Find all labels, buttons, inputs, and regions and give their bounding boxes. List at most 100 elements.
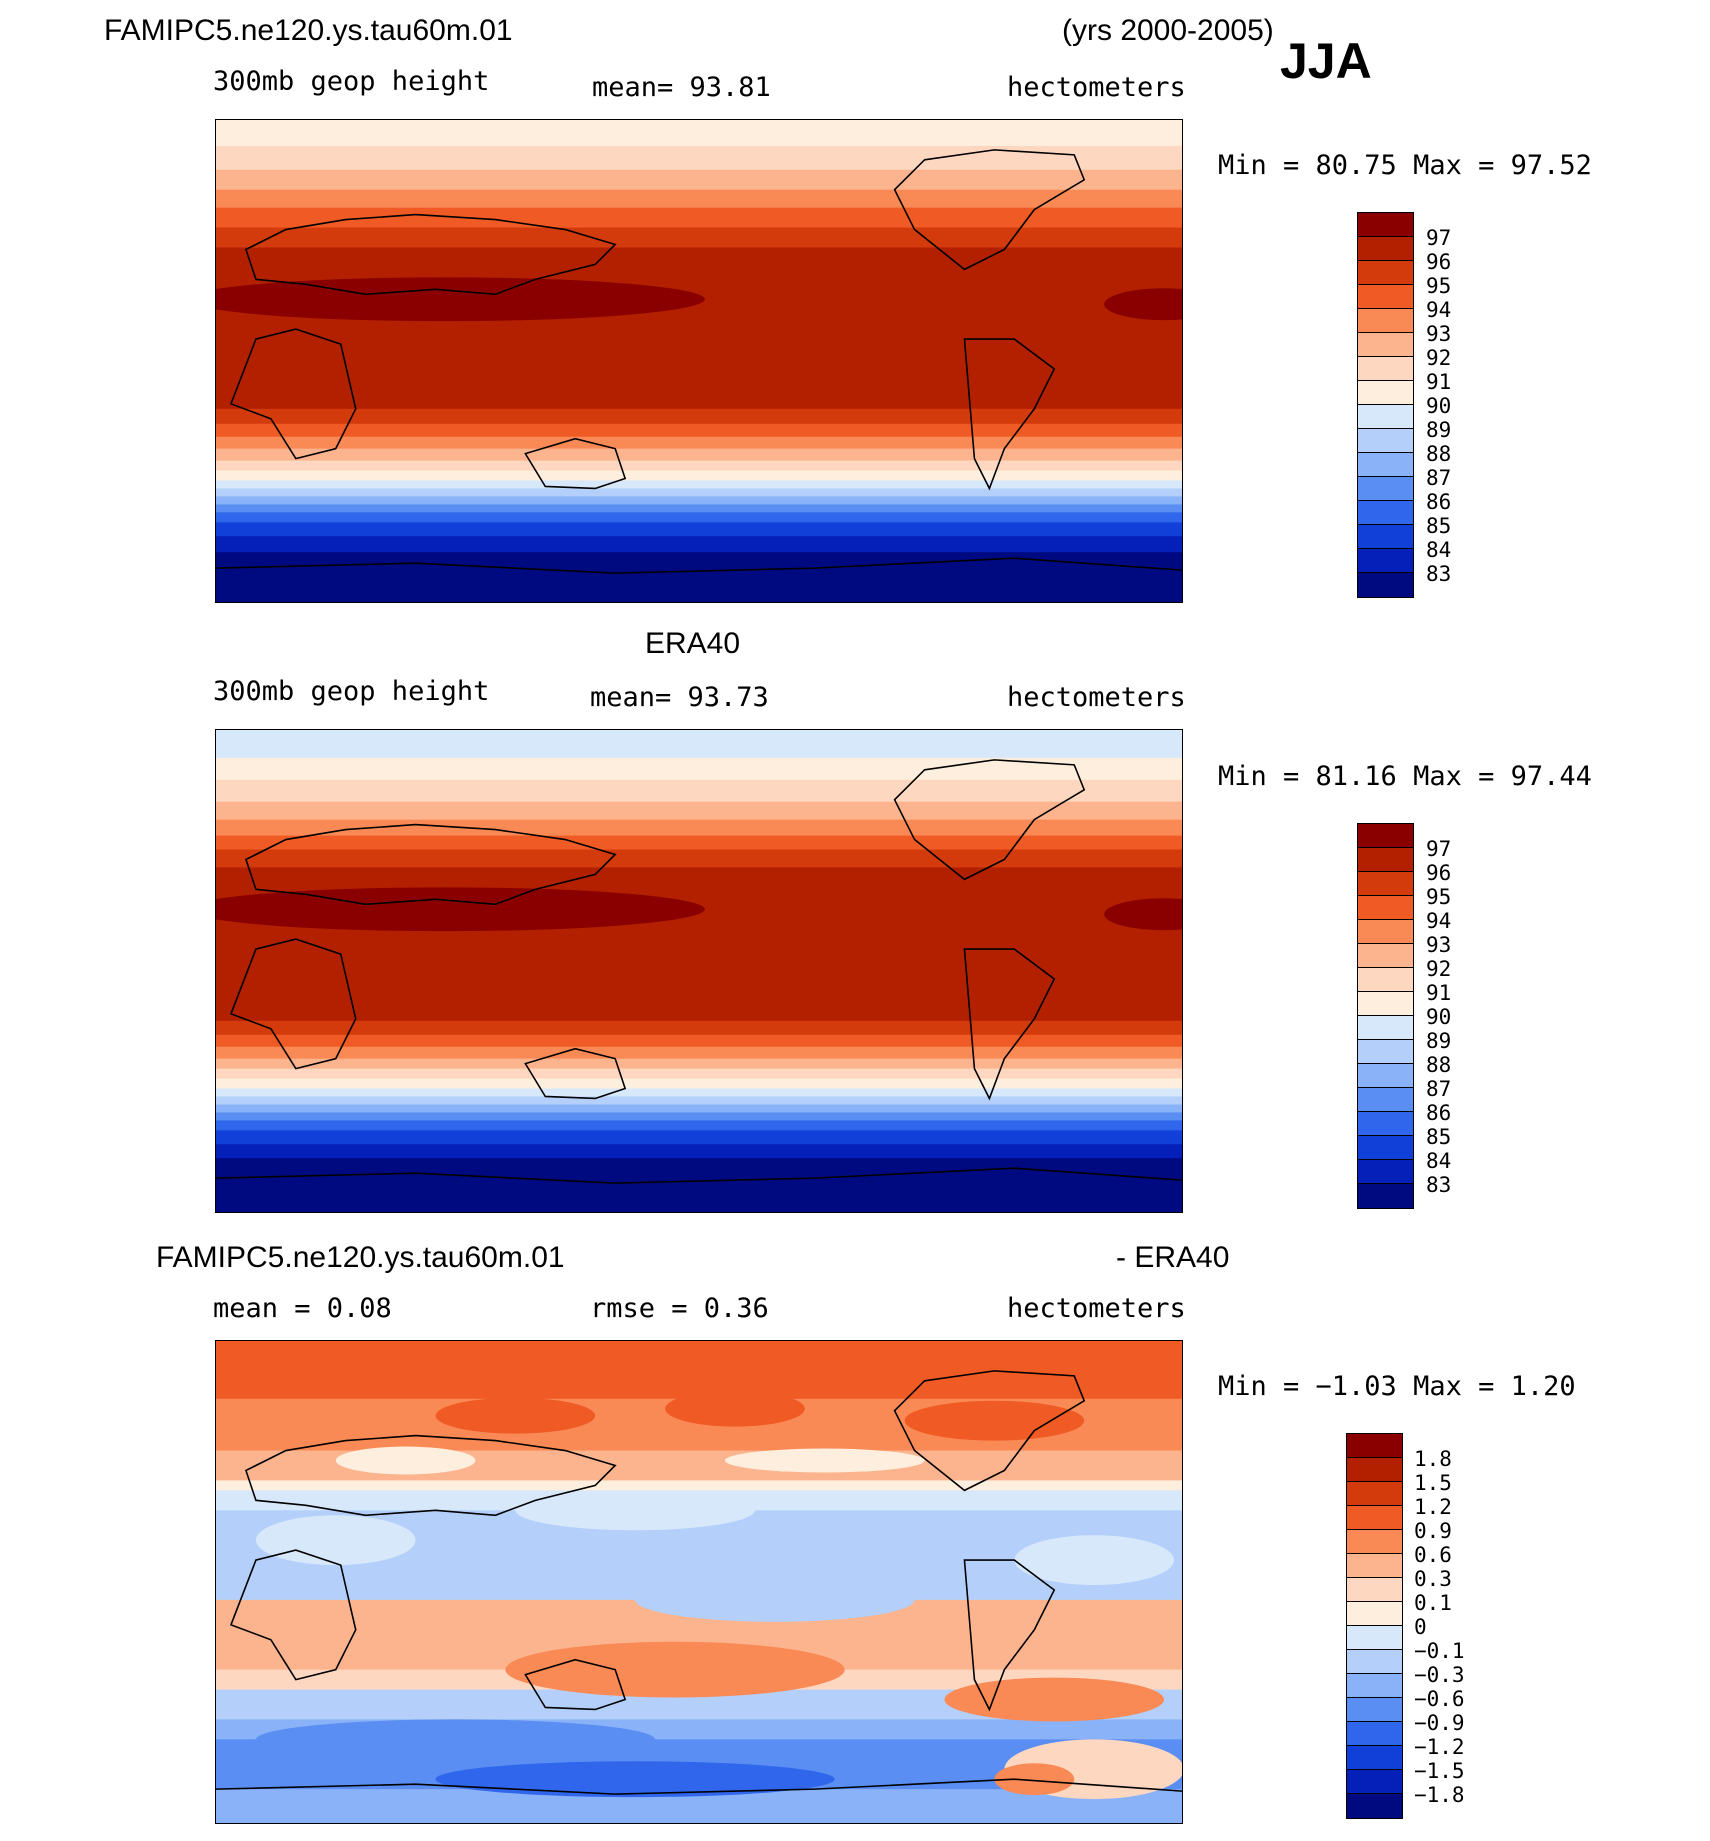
contour-band — [216, 496, 1182, 505]
colorbar-label: 93 — [1426, 933, 1452, 957]
contour-band — [216, 552, 1182, 602]
panel3-map-svg — [216, 1341, 1182, 1823]
contour-band — [216, 145, 1182, 171]
contour-band — [216, 480, 1182, 489]
coastline — [524, 1047, 627, 1100]
contour-band — [216, 835, 1182, 851]
colorbar-swatch — [1358, 920, 1413, 944]
max-contour — [1104, 898, 1182, 931]
panel3-minmax: Min = −1.03 Max = 1.20 — [1218, 1371, 1576, 1402]
colorbar-label: 96 — [1426, 250, 1452, 274]
contour-blob — [255, 1719, 656, 1760]
colorbar-label: 91 — [1426, 981, 1452, 1005]
colorbar-swatch — [1347, 1602, 1402, 1626]
colorbar-swatch — [1358, 992, 1413, 1016]
colorbar-label: −0.6 — [1414, 1687, 1465, 1711]
colorbar-swatch — [1358, 453, 1413, 477]
colorbar-swatch — [1358, 573, 1413, 597]
colorbar-label: 1.2 — [1414, 1495, 1452, 1519]
colorbar-swatch — [1358, 968, 1413, 992]
colorbar-label: 87 — [1426, 1077, 1452, 1101]
colorbar-label: 84 — [1426, 1149, 1452, 1173]
panel2-colorbar — [1357, 823, 1414, 1209]
max-contour — [216, 887, 705, 932]
colorbar-label: 92 — [1426, 957, 1452, 981]
contour-band — [216, 1068, 1182, 1080]
coastline — [229, 1549, 357, 1681]
max-contour — [216, 277, 705, 322]
colorbar-label: 94 — [1426, 909, 1452, 933]
contour-band — [216, 1034, 1182, 1048]
colorbar-swatch — [1358, 1064, 1413, 1088]
panel3-colorbar — [1346, 1433, 1403, 1819]
colorbar-label: 0.6 — [1414, 1543, 1452, 1567]
colorbar-label: 97 — [1426, 226, 1452, 250]
panel2-map-svg — [216, 730, 1182, 1212]
panel1-mean: mean= 93.81 — [592, 72, 771, 103]
colorbar-swatch — [1347, 1698, 1402, 1722]
colorbar-swatch — [1347, 1650, 1402, 1674]
colorbar-swatch — [1358, 405, 1413, 429]
colorbar-swatch — [1347, 1722, 1402, 1746]
coastline — [244, 823, 617, 906]
contour-blob — [505, 1641, 845, 1698]
panel1-units: hectometers — [1007, 72, 1186, 103]
colorbar-swatch — [1358, 896, 1413, 920]
contour-band — [216, 1088, 1182, 1097]
colorbar-label: 97 — [1426, 837, 1452, 861]
colorbar-swatch — [1358, 477, 1413, 501]
case-title: FAMIPC5.ne120.ys.tau60m.01 — [104, 14, 513, 47]
colorbar-swatch — [1347, 1770, 1402, 1794]
colorbar-swatch — [1347, 1530, 1402, 1554]
coastline — [216, 557, 1182, 574]
colorbar-swatch — [1347, 1458, 1402, 1482]
colorbar-label: 84 — [1426, 538, 1452, 562]
contour-band — [216, 423, 1182, 438]
colorbar-swatch — [1358, 261, 1413, 285]
coastline — [229, 938, 357, 1070]
colorbar-swatch — [1347, 1482, 1402, 1506]
colorbar-swatch — [1358, 872, 1413, 896]
coastline — [229, 328, 357, 460]
panel2-units: hectometers — [1007, 682, 1186, 713]
colorbar-label: −0.3 — [1414, 1663, 1465, 1687]
contour-blob — [1014, 1535, 1175, 1585]
colorbar-label: 83 — [1426, 1173, 1452, 1197]
max-contour — [1104, 288, 1182, 321]
colorbar-label: 86 — [1426, 1101, 1452, 1125]
coastline — [244, 213, 617, 296]
contour-band — [216, 247, 1182, 410]
panel1-map-svg — [216, 120, 1182, 602]
colorbar-label: 88 — [1426, 1053, 1452, 1077]
contour-band — [216, 227, 1182, 248]
contour-band — [216, 779, 1182, 803]
colorbar-swatch — [1347, 1794, 1402, 1818]
coastline — [216, 1167, 1182, 1184]
coastline — [893, 1370, 1086, 1492]
contour-band — [216, 488, 1182, 497]
colorbar-label: 90 — [1426, 394, 1452, 418]
colorbar-label: 0.1 — [1414, 1591, 1452, 1615]
colorbar-label: 96 — [1426, 861, 1452, 885]
panel2-mean: mean= 93.73 — [590, 682, 769, 713]
colorbar-label: 1.8 — [1414, 1447, 1452, 1471]
contour-band — [216, 1058, 1182, 1070]
contour-band — [216, 1112, 1182, 1121]
panel3-units: hectometers — [1007, 1293, 1186, 1324]
contour-band — [216, 1120, 1182, 1131]
colorbar-label: 93 — [1426, 322, 1452, 346]
contour-band — [216, 1480, 1182, 1491]
contour-band — [216, 448, 1182, 462]
contour-blob — [255, 1515, 416, 1566]
panel1-map — [215, 119, 1183, 603]
contour-blob — [435, 1397, 596, 1434]
colorbar-label: 85 — [1426, 514, 1452, 538]
colorbar-swatch — [1347, 1626, 1402, 1650]
coastline — [524, 1658, 627, 1711]
contour-band — [216, 436, 1182, 450]
colorbar-label: 91 — [1426, 370, 1452, 394]
contour-band — [216, 470, 1182, 482]
contour-band — [216, 819, 1182, 837]
contour-band — [216, 504, 1182, 513]
contour-blob — [994, 1763, 1075, 1796]
